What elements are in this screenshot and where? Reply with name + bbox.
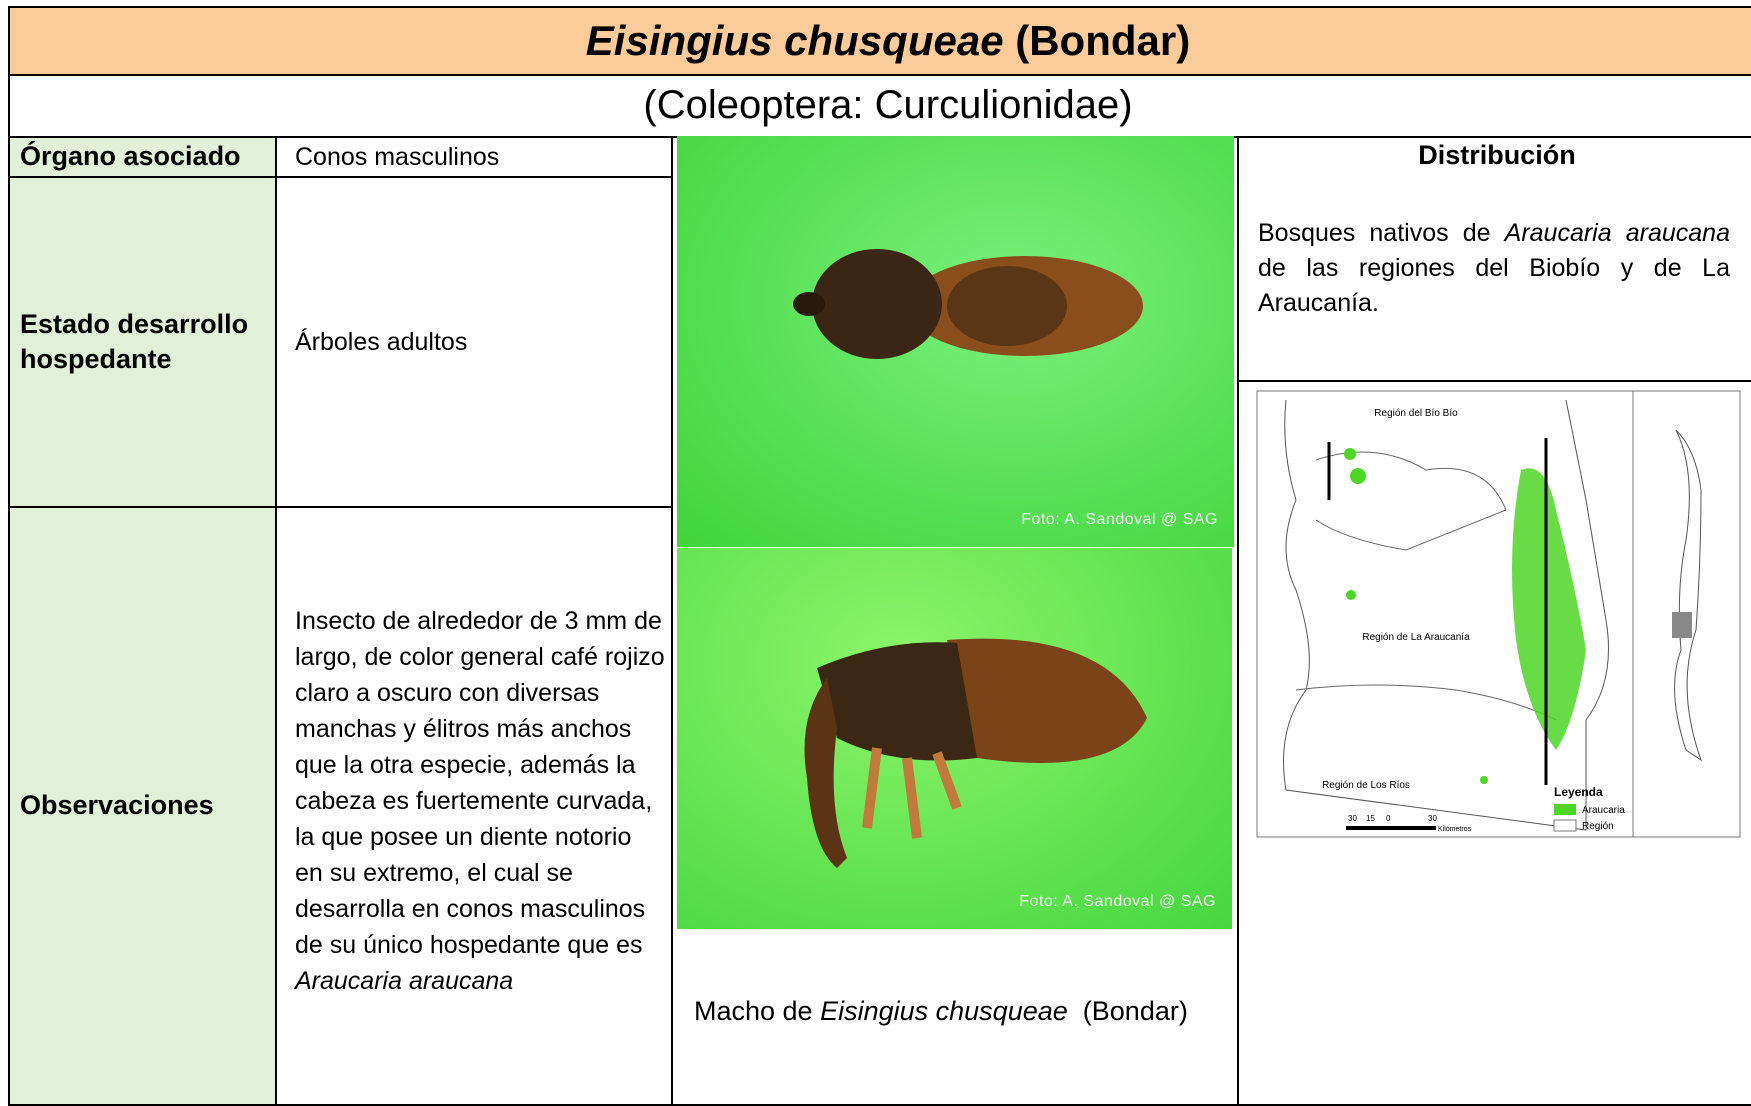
row-label: Observaciones (8, 506, 277, 1106)
scale-tick: 15 (1366, 814, 1375, 823)
scale-tick: 30 (1348, 814, 1357, 823)
map-region-label: Región de Los Ríos (1322, 780, 1410, 791)
subtitle: (Coleoptera: Curculionidae) (643, 83, 1133, 127)
photo: Foto: A. Sandoval @ SAG (677, 548, 1232, 929)
scale-tick: 30 (1428, 814, 1437, 823)
scale-tick: 0 (1386, 814, 1391, 823)
map-outline (1283, 399, 1609, 831)
photo-caption: Macho de Eisingius chusqueae (Bondar) (694, 965, 1188, 1027)
caption-before: Macho de (694, 996, 813, 1026)
row-value: Insecto de alrededor de 3 mm de largo, d… (275, 506, 673, 1106)
obs-text: Insecto de alrededor de 3 mm de largo, d… (295, 607, 665, 959)
observations: Insecto de alrededor de 3 mm de largo, d… (295, 603, 665, 999)
legend-item: Región (1582, 821, 1614, 832)
chile-outline (1674, 429, 1702, 762)
map-borders (1295, 451, 1557, 721)
row-label: Órgano asociado (8, 136, 277, 178)
legend-item: Araucaria (1582, 805, 1625, 816)
caption-italic: Eisingius chusqueae (820, 996, 1068, 1026)
scale-unit: Kilómetros (1438, 826, 1472, 833)
photo-credit: Foto: A. Sandoval @ SAG (1021, 511, 1218, 528)
map-region-label: Región de La Araucanía (1362, 632, 1470, 643)
caption-after: (Bondar) (1082, 996, 1188, 1026)
legend-swatch (1553, 819, 1577, 832)
row-label: Estado desarrollo hospedante (8, 176, 277, 508)
distribution-text: Bosques nativos de Araucaria araucana de… (1258, 216, 1730, 321)
scale-bar (1346, 826, 1436, 830)
row-value: Árboles adultos (275, 176, 673, 508)
distribution-title: Distribución (1418, 140, 1576, 170)
map-frame (1256, 390, 1741, 838)
map: Región del Bío Bío Región de La Araucaní… (1256, 390, 1741, 838)
obs-italic: Araucaria araucana (295, 967, 514, 995)
row-value: Conos masculinos (275, 136, 673, 178)
legend-swatch (1554, 804, 1576, 815)
photo-credit: Foto: A. Sandoval @ SAG (1019, 893, 1216, 910)
dist-after: de las regiones del Biobío y de La Arauc… (1258, 254, 1730, 317)
legend-title: Leyenda (1554, 785, 1603, 799)
chile-region (1672, 612, 1692, 638)
beetle-dorsal (793, 249, 1143, 359)
title-rest: (Bondar) (1015, 17, 1191, 64)
subtitle-band: (Coleoptera: Curculionidae) (8, 74, 1751, 138)
title-band: Eisingius chusqueae (Bondar) (8, 6, 1751, 76)
dist-italic: Araucaria araucana (1504, 219, 1730, 247)
divider (1239, 380, 1751, 382)
photo: Foto: A. Sandoval @ SAG (677, 136, 1234, 547)
beetle-lateral (804, 638, 1147, 868)
araucaria-patches (1344, 448, 1586, 784)
title-italic: Eisingius chusqueae (585, 17, 1004, 64)
dist-before: Bosques nativos de (1258, 219, 1491, 247)
map-region-label: Región del Bío Bío (1374, 408, 1458, 419)
